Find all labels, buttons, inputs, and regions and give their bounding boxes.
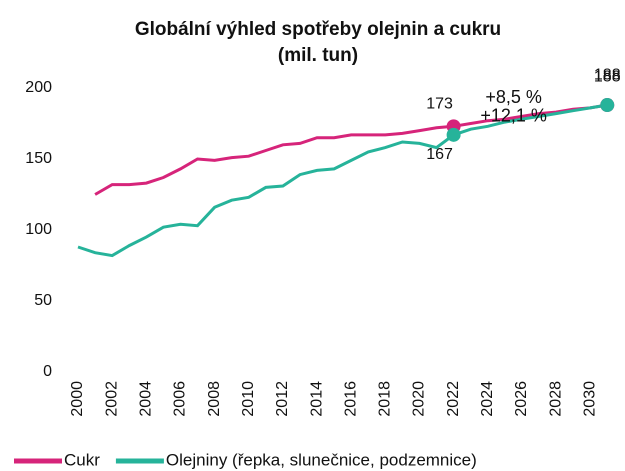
annotation: +8,5 %: [485, 87, 542, 107]
annotation: +12,1 %: [480, 106, 547, 126]
y-tick-label: 100: [25, 221, 52, 238]
x-tick-label: 2000: [69, 381, 86, 417]
x-tick-label: 2004: [138, 381, 155, 417]
chart-subtitle: (mil. tun): [278, 45, 358, 66]
value-label: 188: [594, 66, 621, 83]
highlight-point: [600, 98, 615, 113]
x-tick-label: 2006: [172, 381, 189, 417]
series-line: [77, 103, 608, 258]
x-tick-label: 2012: [274, 381, 291, 417]
x-tick-label: 2016: [342, 381, 359, 417]
x-tick-label: 2010: [240, 381, 257, 417]
x-tick-label: 2028: [547, 381, 564, 417]
x-tick-label: 2014: [308, 381, 325, 417]
y-tick-label: 200: [25, 79, 52, 96]
value-label: 173: [426, 96, 453, 113]
x-tick-label: 2030: [581, 381, 598, 417]
x-tick-label: 2018: [377, 381, 394, 417]
y-tick-label: 150: [25, 150, 52, 167]
value-label: 188: [594, 68, 621, 85]
x-tick-label: 2020: [411, 381, 428, 417]
x-tick-label: 2026: [513, 381, 530, 417]
highlight-point: [446, 127, 461, 142]
chart-title: Globální výhled spotřeby olejnin a cukru: [135, 19, 501, 40]
x-tick-label: 2022: [445, 381, 462, 417]
x-tick-label: 2024: [479, 381, 496, 417]
legend-label: Olejniny (řepka, slunečnice, podzemnice): [166, 450, 477, 469]
x-tick-label: 2008: [206, 381, 223, 417]
legend-label: Cukr: [64, 450, 100, 469]
value-label: 167: [426, 146, 453, 163]
y-tick-label: 50: [34, 292, 52, 309]
y-tick-label: 0: [43, 363, 52, 380]
x-tick-label: 2002: [103, 381, 120, 417]
series-line: [94, 103, 608, 196]
